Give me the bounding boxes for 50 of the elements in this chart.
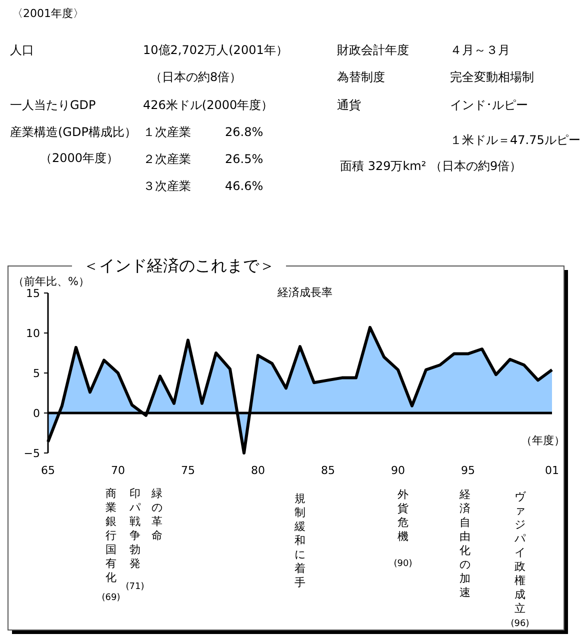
text: ヴァジパイ政権成立: [514, 490, 526, 615]
x-tick-label: 65: [41, 464, 55, 477]
text: １米ドル＝47.75ルピー: [450, 133, 580, 147]
text: 完全変動相場制: [450, 70, 534, 84]
x-tick-label: 90: [391, 464, 405, 477]
y-axis-title: （前年比、%）: [13, 275, 90, 288]
text: 通貨: [337, 98, 361, 112]
text: 緑の革命: [150, 487, 162, 542]
text: 商業銀行国有化: [106, 487, 116, 584]
text: 外貨危機: [398, 488, 408, 543]
text: 〈2001年度〉: [12, 7, 84, 20]
x-tick-label: 75: [181, 464, 195, 477]
text: ４月～３月: [450, 43, 510, 57]
text: (71): [126, 582, 144, 592]
text: 経済成長率: [276, 286, 332, 299]
text: （2000年度）: [40, 151, 119, 165]
text: (69): [102, 593, 120, 603]
x-tick-label: 70: [111, 464, 125, 477]
text: 10億2,702万人(2001年）: [143, 43, 288, 57]
x-tick-label: 80: [251, 464, 265, 477]
y-tick-label: 10: [26, 327, 40, 340]
text: １次産業: [143, 125, 191, 139]
text: 経済自由化の加速: [458, 488, 470, 599]
text: 産業構造(GDP構成比）: [10, 125, 136, 139]
text: 人口: [10, 43, 34, 57]
y-tick-label: 5: [33, 367, 40, 380]
chart-title: ＜インド経済のこれまで＞: [83, 256, 275, 275]
text: 面積 329万km² （日本の約9倍）: [340, 159, 522, 173]
text: ３次産業: [143, 179, 191, 193]
y-tick-label: 15: [26, 287, 40, 300]
text: 規制緩和に着手: [294, 492, 306, 589]
text: インド･ルピー: [450, 98, 528, 112]
y-tick-label: −5: [24, 447, 40, 460]
text: 為替制度: [337, 70, 385, 84]
text: 印パ戦争勃発: [128, 487, 142, 570]
x-tick-label: 85: [321, 464, 335, 477]
y-tick-label: 0: [33, 407, 40, 420]
text: 26.5%: [225, 152, 264, 166]
text: (90): [394, 559, 412, 569]
text: （日本の約8倍）: [150, 70, 242, 84]
x-tick-label: 95: [461, 464, 475, 477]
text: 426米ドル(2000年度）: [143, 98, 274, 112]
text: ２次産業: [143, 152, 191, 166]
text: 一人当たりGDP: [10, 98, 96, 112]
text: 26.8%: [225, 125, 264, 139]
x-axis-title: （年度）: [521, 434, 565, 447]
text: 財政会計年度: [337, 43, 409, 57]
x-tick-label: 01: [545, 464, 559, 477]
text: 46.6%: [225, 179, 264, 193]
text: (96): [510, 619, 530, 629]
